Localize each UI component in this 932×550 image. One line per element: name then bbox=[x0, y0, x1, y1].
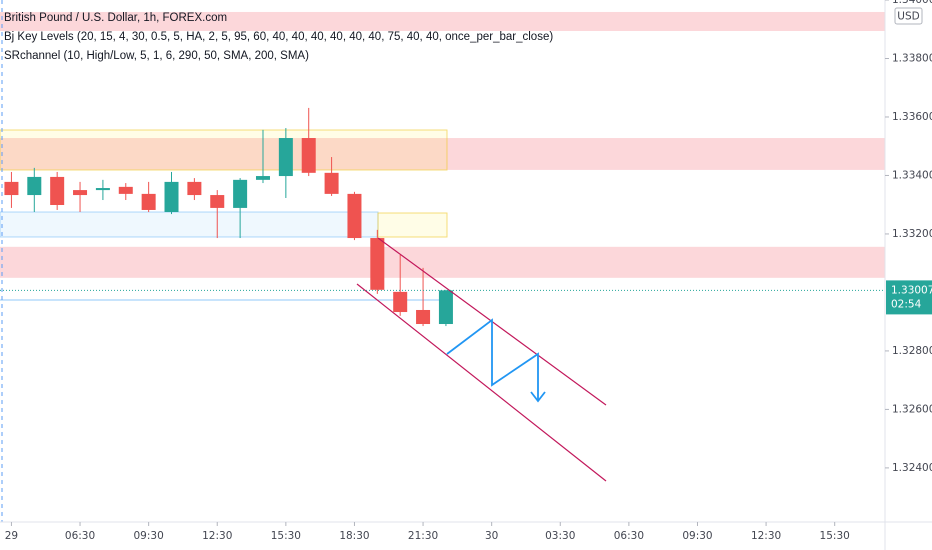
candle-body bbox=[164, 181, 179, 213]
y-tick-label: 1.32800 bbox=[892, 345, 932, 357]
legend-title: British Pound / U.S. Dollar, 1h, FOREX.c… bbox=[4, 12, 227, 24]
candle-body bbox=[187, 181, 202, 196]
y-tick-label: 1.32400 bbox=[892, 462, 932, 474]
currency-box bbox=[894, 7, 923, 25]
candle-body bbox=[27, 176, 42, 196]
y-tick-label: 1.33400 bbox=[892, 169, 932, 181]
zones bbox=[0, 11, 885, 278]
candle-body bbox=[416, 309, 431, 325]
y-tick-label: 1.34000 bbox=[892, 0, 932, 6]
price-tag: 1.33007 02:54 bbox=[886, 280, 932, 315]
candle-body bbox=[347, 193, 362, 239]
candle-body bbox=[370, 238, 385, 290]
axis: 1.32400 1.32600 1.32800 1.33200 1.33400 1.336… bbox=[5, 0, 932, 542]
candle-body bbox=[393, 291, 408, 313]
x-tick-label: 12:30 bbox=[202, 530, 232, 542]
candle-body bbox=[141, 193, 156, 210]
candle-body bbox=[50, 176, 65, 205]
price-tag-label: 1.33007 bbox=[891, 284, 932, 296]
y-tick-label: 1.33600 bbox=[892, 111, 932, 123]
zone bbox=[0, 138, 885, 170]
level-box bbox=[0, 129, 448, 171]
x-tick-label: 09:30 bbox=[134, 530, 164, 542]
zone bbox=[0, 11, 885, 31]
y-tick-label: 1.33200 bbox=[892, 228, 932, 240]
candle-body bbox=[73, 190, 88, 196]
legend-indicator: SRchannel (10, High/Low, 5, 1, 6, 290, 5… bbox=[4, 50, 309, 62]
x-tick-label: 06:30 bbox=[614, 530, 644, 542]
level-box bbox=[0, 211, 379, 238]
x-tick-label: 30 bbox=[485, 530, 498, 542]
candle-body bbox=[438, 290, 453, 325]
candle-body bbox=[233, 179, 248, 208]
x-tick-label: 12:30 bbox=[751, 530, 781, 542]
candle-body bbox=[324, 172, 339, 194]
price-axis bbox=[885, 0, 932, 550]
candle-body bbox=[301, 138, 316, 173]
y-tick-label: 1.32600 bbox=[892, 403, 932, 415]
candle-body bbox=[210, 195, 225, 208]
x-tick-label: 09:30 bbox=[682, 530, 712, 542]
level-box bbox=[377, 212, 448, 238]
x-tick-label: 29 bbox=[5, 530, 18, 542]
x-tick-label: 18:30 bbox=[339, 530, 369, 542]
countdown: 02:54 bbox=[891, 298, 922, 310]
x-tick-label: 21:30 bbox=[408, 530, 438, 542]
candle-body bbox=[278, 138, 293, 177]
candles bbox=[4, 107, 453, 327]
x-tick-label: 03:30 bbox=[545, 530, 575, 542]
x-tick-label: 15:30 bbox=[820, 530, 850, 542]
price-tag-box bbox=[886, 280, 932, 315]
candle-body bbox=[255, 176, 270, 180]
candle-body bbox=[4, 181, 19, 196]
x-tick-label: 15:30 bbox=[271, 530, 301, 542]
projection-path bbox=[446, 318, 539, 400]
currency: USD bbox=[897, 11, 919, 23]
legend-indicator: Bj Key Levels (20, 15, 4, 30, 0.5, 5, HA… bbox=[4, 31, 553, 43]
candle-body bbox=[118, 186, 133, 194]
candle-body bbox=[95, 188, 110, 191]
zone bbox=[0, 246, 885, 278]
x-tick-label: 06:30 bbox=[65, 530, 95, 542]
projection-arrow bbox=[530, 391, 546, 403]
channel-line bbox=[356, 283, 607, 482]
y-tick-label: 1.33800 bbox=[892, 52, 932, 64]
